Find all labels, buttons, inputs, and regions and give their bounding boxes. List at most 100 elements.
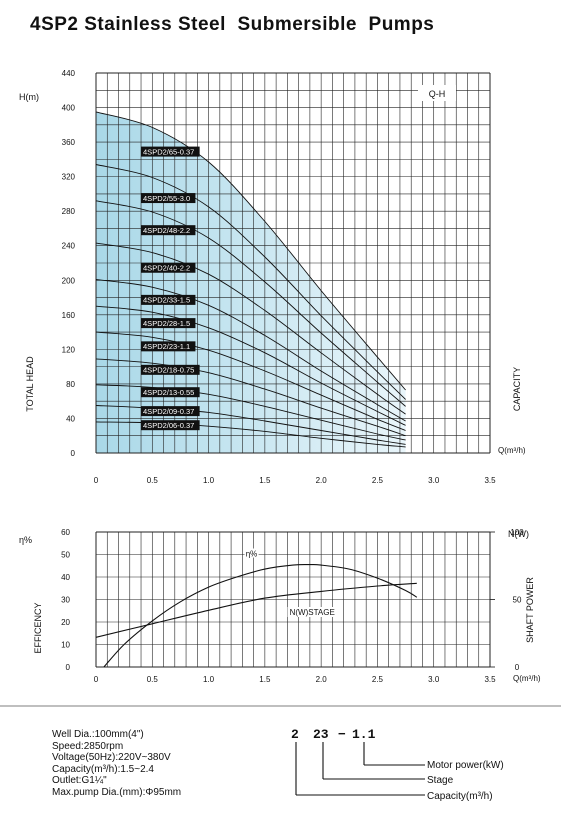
y-tick-label: 200 xyxy=(62,276,76,285)
legend-capacity: Capacity(m³/h) xyxy=(427,791,493,802)
series-label-box xyxy=(141,341,196,352)
series-label-box xyxy=(141,318,196,329)
model-code-diagram: 2 23−1.1 Motor power(kW) Stage Capacity(m³/h… xyxy=(0,705,561,802)
spec-line: Voltage(50Hz):220V~380V xyxy=(52,752,171,764)
series-label: 4SPD2/09-0.37 xyxy=(143,407,194,416)
series-line xyxy=(95,242,406,415)
x-tick-label: 2.0 xyxy=(316,675,328,684)
series-label-box xyxy=(141,406,200,417)
series-label: 4SPD2/13-0.55 xyxy=(143,388,194,397)
series-label: η% xyxy=(246,550,258,559)
x-tick-label: 2.5 xyxy=(372,476,384,485)
y-tick-label: 50 xyxy=(61,551,70,560)
right-side-label: CAPACITY xyxy=(512,367,522,411)
series-label: 4SPD2/48-2.2 xyxy=(143,226,190,235)
y-tick-label: 320 xyxy=(62,173,76,182)
series-label-box xyxy=(141,294,196,305)
y-axis-top-label: η% xyxy=(19,535,32,545)
series-label: 4SPD2/28-1.5 xyxy=(143,319,190,328)
series-label-box xyxy=(141,420,200,431)
y-tick-label: 0 xyxy=(71,449,76,458)
y-tick-label: 360 xyxy=(62,138,76,147)
x-tick-label: 2.0 xyxy=(316,476,328,485)
x-tick-label: 2.5 xyxy=(372,675,384,684)
page-title: 4SP2 Stainless Steel Submersible Pumps xyxy=(30,14,435,35)
y2-tick-label: 0 xyxy=(515,663,520,672)
x-tick-label: 3.0 xyxy=(428,675,440,684)
series-line xyxy=(95,164,406,400)
y2-tick-label: 50 xyxy=(513,596,522,605)
y-tick-label: 30 xyxy=(61,596,70,605)
code-stage: 23 xyxy=(313,727,329,742)
y-tick-label: 20 xyxy=(61,618,70,627)
x-tick-label: 0.5 xyxy=(147,476,159,485)
x-tick-label: 1.0 xyxy=(203,476,215,485)
series-label-box xyxy=(141,193,196,204)
y-tick-label: 440 xyxy=(62,69,76,78)
y-tick-label: 40 xyxy=(61,573,70,582)
spec-list: Well Dia.:100mm(4") Speed:2850rpm Voltag… xyxy=(52,729,181,799)
code-power: 1.1 xyxy=(352,727,376,742)
series-label-bg xyxy=(244,548,259,558)
y-tick-label: 160 xyxy=(62,311,76,320)
spec-line: Outlet:G1¼" xyxy=(52,775,107,787)
legend-label: Q-H xyxy=(429,89,446,99)
y-tick-label: 10 xyxy=(61,641,70,650)
legend-box xyxy=(418,85,456,101)
series-line xyxy=(95,358,406,437)
series-label-box xyxy=(141,387,200,398)
series-label: 4SPD2/55-3.0 xyxy=(143,194,190,203)
x-axis-label: Q(m³/h) xyxy=(498,446,526,455)
series-label-box xyxy=(141,364,200,375)
y-tick-label: 240 xyxy=(62,242,76,251)
x-tick-label: 3.5 xyxy=(484,675,496,684)
series-label: 4SPD2/40-2.2 xyxy=(143,264,190,273)
y-tick-label: 0 xyxy=(66,663,71,672)
code-capacity: 2 xyxy=(291,727,299,742)
series-line xyxy=(95,200,406,407)
x-tick-label: 1.5 xyxy=(259,476,271,485)
series-label-box xyxy=(141,225,196,236)
series-label-bg xyxy=(287,607,338,617)
series-label: 4SPD2/18-0.75 xyxy=(143,366,194,375)
series-line xyxy=(103,563,418,668)
x-axis-label: Q(m³/h) xyxy=(513,674,541,683)
y2-axis-label: SHAFT POWER xyxy=(525,577,535,643)
x-tick-label: 0.5 xyxy=(147,675,159,684)
series-label-box xyxy=(141,146,200,157)
y2-axis-top-label: N(W) xyxy=(508,529,529,539)
series-label: 4SPD2/33-1.5 xyxy=(143,296,190,305)
series-line xyxy=(95,278,406,422)
x-tick-label: 1.0 xyxy=(203,675,215,684)
x-tick-label: 3.0 xyxy=(428,476,440,485)
x-tick-label: 3.5 xyxy=(484,476,496,485)
series-label: 4SPD2/65-0.37 xyxy=(143,147,194,156)
code-dash: − xyxy=(338,727,346,742)
shaded-area xyxy=(96,111,406,454)
series-label: N(W)STAGE xyxy=(290,608,335,617)
series-line xyxy=(95,331,406,431)
series-line xyxy=(95,305,406,426)
y-tick-label: 40 xyxy=(66,414,75,423)
qh-chart: 4SPD2/65-0.37 4SPD2/55-3.0 4SPD2/48-2.2 4SP… xyxy=(19,69,526,485)
spec-line: Well Dia.:100mm(4") xyxy=(52,729,144,740)
x-tick-label: 1.5 xyxy=(259,675,271,684)
y-axis-label: TOTAL HEAD xyxy=(25,356,35,412)
y2-tick-label: 100 xyxy=(510,528,524,537)
spec-line: Speed:2850rpm xyxy=(52,740,124,752)
y-tick-label: 120 xyxy=(62,345,76,354)
series-label: 4SPD2/23-1.1 xyxy=(143,342,190,351)
series-line xyxy=(95,582,417,638)
y-tick-label: 400 xyxy=(62,104,76,113)
series-line xyxy=(95,111,406,391)
series-label-box xyxy=(141,262,196,273)
y-axis-label: EFFICENCY xyxy=(33,602,43,653)
spec-line: Max.pump Dia.(mm):Φ95mm xyxy=(52,786,182,798)
legend-stage: Stage xyxy=(427,775,454,786)
x-tick-label: 0 xyxy=(94,675,99,684)
y-axis-top-label: H(m) xyxy=(19,92,39,102)
x-tick-label: 0 xyxy=(94,476,99,485)
legend-motor-power: Motor power(kW) xyxy=(427,760,504,771)
spec-line: Capacity(m³/h):1.5~2.4 xyxy=(52,763,154,775)
